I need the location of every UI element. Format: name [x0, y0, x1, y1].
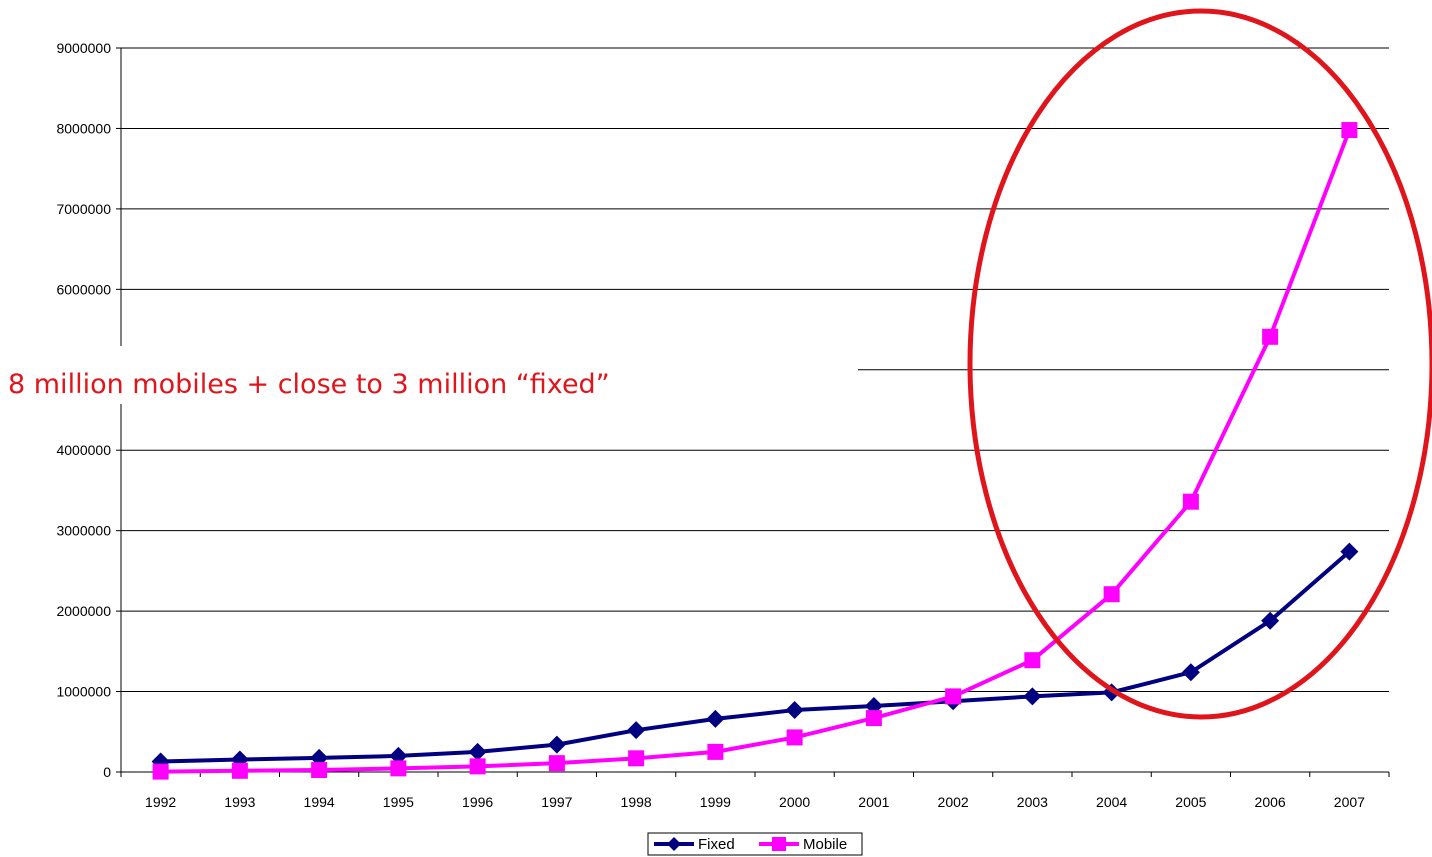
data-point-square [945, 688, 962, 705]
series-group [151, 122, 1359, 780]
y-tick-label: 9000000 [56, 40, 111, 56]
data-point-diamond [468, 742, 487, 761]
legend-item-fixed: Fixed [654, 836, 735, 853]
series-line [160, 129, 1352, 774]
series-mobile [152, 122, 1358, 780]
legend-label: Fixed [698, 836, 735, 853]
legend: Fixed Mobile [647, 832, 863, 856]
data-point-square [231, 762, 248, 779]
x-tick-label: 2007 [1334, 794, 1365, 810]
legend-label: Mobile [803, 836, 847, 853]
data-point-square [1024, 652, 1041, 669]
data-point-diamond [706, 709, 725, 728]
axes [120, 48, 1389, 773]
data-point-square [311, 761, 328, 778]
y-tick-label: 3000000 [56, 523, 111, 539]
data-point-square [469, 758, 486, 775]
x-tick-label: 2000 [779, 794, 810, 810]
data-point-square [152, 763, 169, 780]
legend-item-mobile: Mobile [759, 836, 847, 853]
data-point-square [548, 755, 565, 772]
data-point-diamond [1181, 663, 1200, 682]
y-tick-label: 0 [103, 764, 111, 780]
y-tick-label: 6000000 [56, 281, 111, 297]
y-tick-label: 1000000 [56, 684, 111, 700]
x-tick-label: 1998 [621, 794, 652, 810]
y-tick-label: 4000000 [56, 442, 111, 458]
data-point-square [628, 750, 645, 767]
data-point-square [1182, 493, 1199, 510]
data-point-square [1262, 328, 1279, 345]
x-tick-label: 2001 [858, 794, 889, 810]
data-point-diamond [1023, 687, 1042, 706]
x-tick-label: 1999 [700, 794, 731, 810]
x-tick-label: 2002 [938, 794, 969, 810]
x-tick-label: 1997 [541, 794, 572, 810]
data-point-square [1103, 586, 1120, 603]
x-tick-label: 2004 [1096, 794, 1127, 810]
highlight-ellipse [967, 8, 1432, 720]
data-point-diamond [1261, 611, 1280, 630]
legend-box [647, 832, 863, 856]
annotation-text: 8 million mobiles + close to 3 million “… [8, 369, 610, 400]
data-point-square [865, 710, 882, 727]
x-tick-label: 1992 [145, 794, 176, 810]
y-tick-label: 8000000 [56, 120, 111, 136]
x-tick-label: 2005 [1175, 794, 1206, 810]
data-point-square [1341, 122, 1358, 139]
x-tick-label: 1996 [462, 794, 493, 810]
x-tick-label: 1995 [383, 794, 414, 810]
x-tick-label: 2006 [1255, 794, 1286, 810]
data-point-diamond [627, 721, 646, 740]
data-point-diamond [785, 701, 804, 720]
data-point-square [390, 760, 407, 777]
data-point-square [707, 743, 724, 760]
data-point-diamond [547, 735, 566, 754]
y-tick-label: 2000000 [56, 603, 111, 619]
y-tick-label: 7000000 [56, 201, 111, 217]
x-tick-label: 1993 [224, 794, 255, 810]
data-point-square [786, 729, 803, 746]
y-axis-ticks: 0 1000000 2000000 3000000 4000000 6000000 7000… [56, 40, 121, 780]
x-tick-label: 2003 [1017, 794, 1048, 810]
x-tick-label: 1994 [304, 794, 335, 810]
data-point-diamond [667, 837, 681, 851]
data-point-square [772, 837, 786, 851]
series-fixed [151, 542, 1359, 771]
annotation-background [0, 346, 858, 404]
data-point-diamond [1340, 542, 1359, 561]
series-line [160, 550, 1351, 764]
x-axis-ticks: 1992 1993 1994 1995 1996 1997 1998 1999 2000 2001… [120, 772, 1390, 810]
